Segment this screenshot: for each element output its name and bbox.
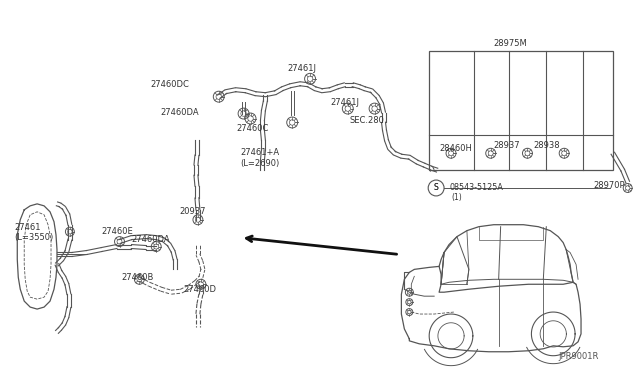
Text: S: S	[434, 183, 438, 192]
Text: 27460C: 27460C	[236, 124, 268, 133]
Text: 27460E: 27460E	[102, 227, 133, 236]
Bar	[429, 51, 612, 170]
Text: 28938: 28938	[533, 141, 560, 150]
Text: 28975M: 28975M	[493, 39, 527, 48]
Text: 28970P: 28970P	[593, 180, 625, 189]
Text: 27461J: 27461J	[287, 64, 317, 73]
Text: 27460B: 27460B	[122, 273, 154, 282]
Text: 27460DA: 27460DA	[160, 108, 199, 117]
Text: 27460DC: 27460DC	[150, 80, 189, 89]
Text: (L=3550): (L=3550)	[14, 233, 54, 242]
Text: (L=2690): (L=2690)	[241, 159, 280, 168]
Text: 20937: 20937	[179, 207, 205, 216]
Text: 27460DA: 27460DA	[131, 235, 170, 244]
Text: 27461+A: 27461+A	[241, 148, 280, 157]
Text: JPR9001R: JPR9001R	[558, 352, 598, 361]
Text: SEC.280: SEC.280	[350, 116, 385, 125]
Text: 28460H: 28460H	[439, 144, 472, 153]
Text: 27461J: 27461J	[330, 98, 359, 107]
Text: 28937: 28937	[493, 141, 520, 150]
Text: S: S	[434, 183, 438, 192]
Text: (1): (1)	[451, 193, 462, 202]
Text: 27461: 27461	[14, 223, 41, 232]
Text: 08543-5125A: 08543-5125A	[449, 183, 503, 192]
Text: 27460D: 27460D	[183, 285, 216, 294]
